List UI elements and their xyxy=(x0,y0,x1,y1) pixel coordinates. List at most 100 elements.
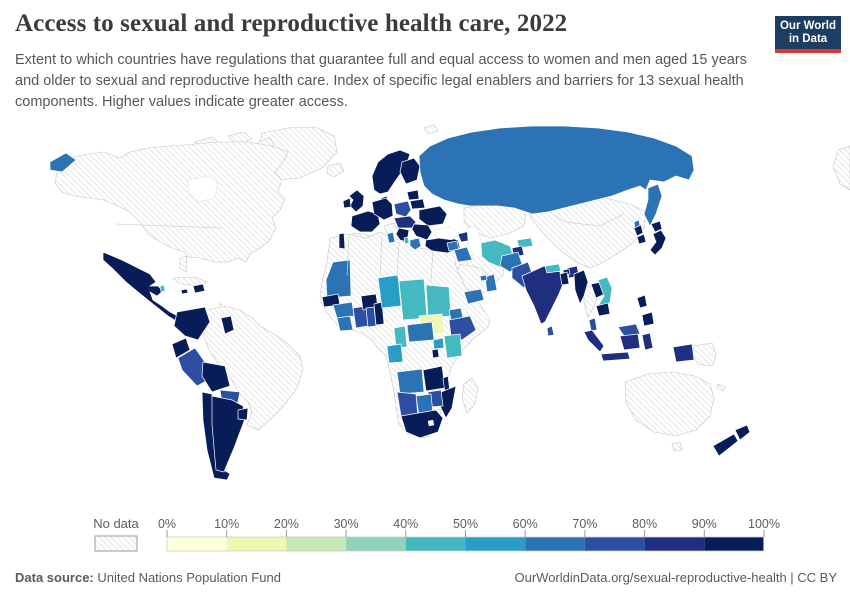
country-papua-new-guinea-no-data[interactable] xyxy=(691,342,717,367)
country-ethiopia[interactable] xyxy=(448,315,477,341)
legend-bin-5[interactable] xyxy=(465,537,526,551)
country-south-africa[interactable] xyxy=(400,409,444,439)
country-argentina[interactable] xyxy=(211,395,247,473)
country-oman[interactable] xyxy=(484,273,498,293)
country-indonesia-papua[interactable] xyxy=(672,343,695,363)
country-malaysia-peninsula[interactable] xyxy=(588,317,598,332)
country-togo-benin[interactable] xyxy=(373,301,385,326)
country-russia-kamchatka[interactable] xyxy=(643,183,663,227)
country-uruguay[interactable] xyxy=(237,407,249,421)
country-guyana[interactable] xyxy=(220,315,235,335)
country-new-caledonia-no-data[interactable] xyxy=(716,383,726,392)
country-ghana[interactable] xyxy=(365,306,377,328)
country-central-african-republic[interactable] xyxy=(406,321,435,343)
country-australia-no-data[interactable] xyxy=(624,371,715,437)
country-norway-sweden[interactable] xyxy=(371,149,411,195)
country-bolivia[interactable] xyxy=(201,361,231,393)
country-ireland[interactable] xyxy=(342,197,352,209)
country-uae[interactable] xyxy=(479,274,488,282)
country-north-korea[interactable] xyxy=(633,224,644,237)
country-portugal[interactable] xyxy=(338,232,346,250)
legend-bin-6[interactable] xyxy=(525,537,585,551)
country-uk[interactable] xyxy=(348,189,365,213)
country-south-korea[interactable] xyxy=(636,233,647,245)
country-belarus[interactable] xyxy=(409,198,426,210)
country-indonesia-java[interactable] xyxy=(600,351,631,362)
country-finland[interactable] xyxy=(399,157,421,185)
country-iceland-no-data[interactable] xyxy=(326,162,345,178)
country-sri-lanka[interactable] xyxy=(546,325,555,337)
data-source-label: Data source: xyxy=(15,570,94,585)
country-sierra-leone-liberia[interactable] xyxy=(336,315,354,332)
country-india[interactable] xyxy=(521,265,565,325)
country-russia[interactable] xyxy=(418,125,695,215)
legend-bin-2[interactable] xyxy=(286,537,347,551)
country-mexico-central-america[interactable] xyxy=(102,251,184,323)
country-niger[interactable] xyxy=(377,274,402,309)
country-venezuela-brazil-no-data[interactable] xyxy=(201,305,304,431)
country-japan-hokkaido[interactable] xyxy=(650,220,663,233)
legend-no-data-swatch[interactable] xyxy=(94,535,138,552)
country-gabon-congo[interactable] xyxy=(386,343,404,364)
country-yemen[interactable] xyxy=(463,288,485,305)
country-mauritania[interactable] xyxy=(325,259,352,299)
country-france[interactable] xyxy=(350,210,381,233)
country-cameroon[interactable] xyxy=(393,325,408,349)
country-svalbard-no-data[interactable] xyxy=(423,124,439,135)
country-tasmania-no-data[interactable] xyxy=(671,441,683,452)
country-cambodia[interactable] xyxy=(595,302,611,317)
country-alaska-wrap-no-data[interactable] xyxy=(832,145,850,191)
country-poland[interactable] xyxy=(393,200,412,218)
country-myanmar[interactable] xyxy=(573,269,589,305)
country-new-zealand-north[interactable] xyxy=(734,424,751,441)
country-kenya[interactable] xyxy=(443,333,463,359)
country-madagascar-no-data[interactable] xyxy=(461,377,479,414)
country-chad[interactable] xyxy=(398,278,428,321)
legend-bin-8[interactable] xyxy=(644,537,705,551)
legend-bin-1[interactable] xyxy=(226,537,287,551)
country-uganda[interactable] xyxy=(432,337,445,350)
owid-logo[interactable]: Our World in Data xyxy=(775,16,841,54)
country-philippines-luzon[interactable] xyxy=(636,294,648,309)
country-rwanda-burundi[interactable] xyxy=(431,348,440,359)
country-romania-bulgaria[interactable] xyxy=(411,223,433,241)
legend-bin-4[interactable] xyxy=(405,537,466,551)
country-jamaica[interactable] xyxy=(180,288,189,295)
country-haiti[interactable] xyxy=(192,283,206,294)
legend-bin-3[interactable] xyxy=(346,537,406,551)
country-central-europe[interactable] xyxy=(393,215,417,229)
country-albania[interactable] xyxy=(403,236,410,245)
country-tunisia[interactable] xyxy=(386,231,396,244)
country-ukraine[interactable] xyxy=(418,205,448,227)
country-zambia[interactable] xyxy=(422,365,446,392)
country-cuba-no-data[interactable] xyxy=(172,276,208,287)
country-kyrgyzstan[interactable] xyxy=(516,237,534,249)
country-usa-florida-no-data[interactable] xyxy=(179,255,188,273)
country-indonesia-borneo[interactable] xyxy=(619,333,641,351)
country-indonesia-sumatra[interactable] xyxy=(583,329,605,353)
country-usa-canada-no-data[interactable] xyxy=(54,141,289,263)
country-baltics[interactable] xyxy=(406,189,420,201)
legend-bin-9[interactable] xyxy=(704,537,764,551)
license-link[interactable]: OurWorldinData.org/sexual-reproductive-h… xyxy=(514,570,838,585)
country-bangladesh[interactable] xyxy=(559,271,570,286)
country-ecuador[interactable] xyxy=(171,337,191,359)
country-japan-honshu[interactable] xyxy=(649,229,667,256)
country-nepal[interactable] xyxy=(544,263,562,274)
legend-bin-7[interactable] xyxy=(584,537,645,551)
country-greece[interactable] xyxy=(409,237,422,251)
country-dominica[interactable] xyxy=(218,302,223,307)
country-chukotka-russia[interactable] xyxy=(49,152,77,173)
country-guinea[interactable] xyxy=(332,301,355,319)
country-colombia[interactable] xyxy=(173,306,211,341)
legend-bin-0[interactable] xyxy=(167,537,227,551)
country-iraq[interactable] xyxy=(453,246,473,263)
country-philippines-mindanao[interactable] xyxy=(641,311,655,327)
country-new-zealand-south[interactable] xyxy=(712,433,739,457)
country-angola[interactable] xyxy=(396,368,425,395)
country-belize[interactable] xyxy=(159,284,166,293)
country-indonesia-sulawesi[interactable] xyxy=(641,332,654,351)
country-germany-benelux[interactable] xyxy=(371,197,394,221)
country-malaysia-borneo[interactable] xyxy=(617,323,641,337)
country-sudan[interactable] xyxy=(425,284,452,319)
